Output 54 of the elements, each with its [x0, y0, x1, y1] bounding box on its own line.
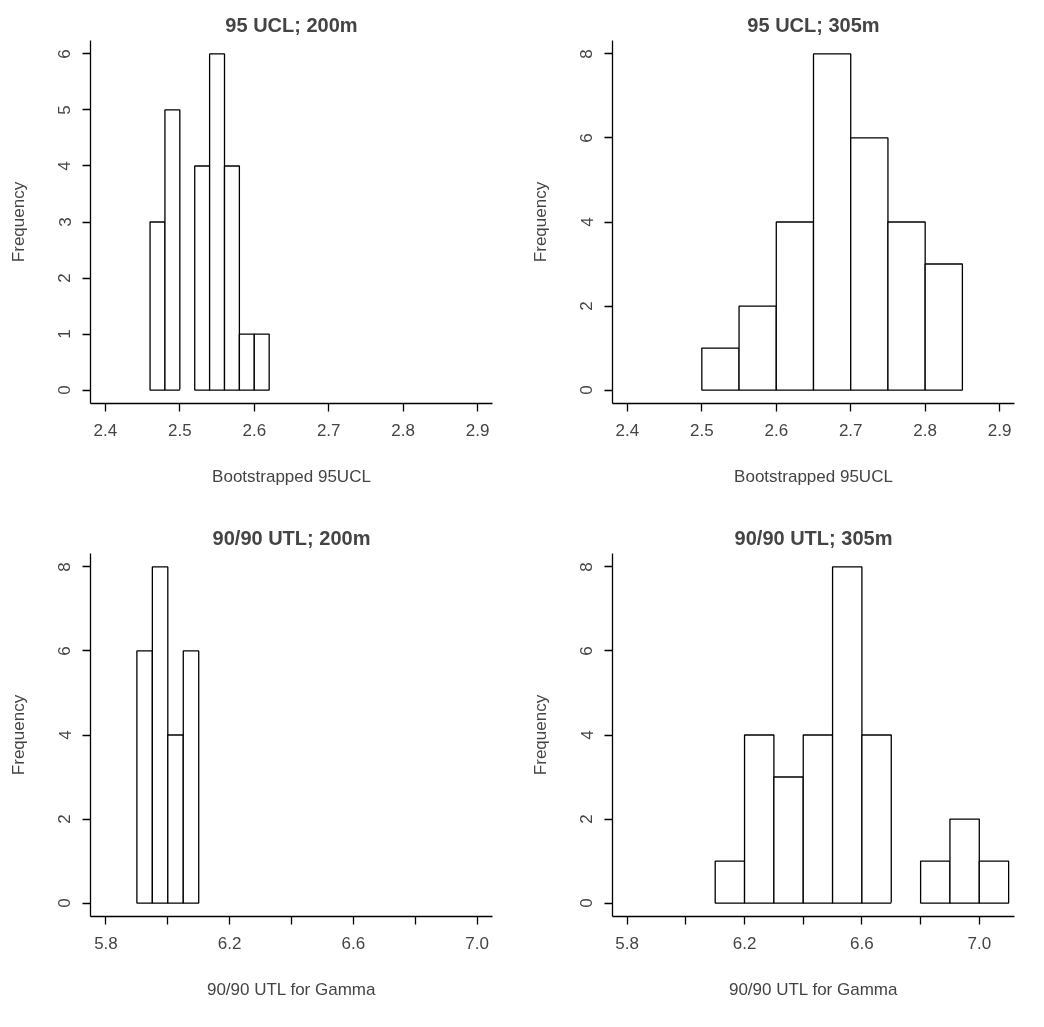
x-tick-label: 5.8: [94, 933, 118, 953]
y-tick-label: 4: [55, 161, 75, 171]
y-tick-label: 0: [55, 898, 75, 908]
y-tick-label: 0: [577, 385, 597, 395]
y-tick-label: 0: [577, 898, 597, 908]
chart-title: 95 UCL; 305m: [747, 13, 880, 36]
x-tick-label: 2.4: [615, 420, 640, 440]
y-axis-title: Frequency: [8, 694, 28, 776]
chart-title: 90/90 UTL; 200m: [212, 526, 371, 549]
x-tick-label: 2.7: [316, 420, 341, 440]
chart-title: 95 UCL; 200m: [225, 13, 358, 36]
x-tick-label: 2.5: [168, 420, 192, 440]
chart-title: 90/90 UTL; 305m: [734, 526, 893, 549]
y-axis-title: Frequency: [8, 181, 28, 263]
y-tick-label: 8: [577, 49, 597, 59]
x-tick-label: 2.4: [93, 420, 118, 440]
y-tick-label: 2: [577, 814, 597, 824]
y-tick-label: 2: [55, 814, 75, 824]
y-tick-label: 4: [577, 730, 597, 740]
x-axis-title: Bootstrapped 95UCL: [734, 466, 893, 486]
x-axis-title: 90/90 UTL for Gamma: [728, 979, 898, 999]
x-tick-label: 5.8: [615, 933, 639, 953]
x-tick-label: 2.9: [465, 420, 490, 440]
y-tick-label: 2: [55, 273, 75, 283]
x-tick-label: 2.8: [913, 420, 937, 440]
x-tick-label: 7.0: [465, 933, 489, 953]
x-axis-title: Bootstrapped 95UCL: [212, 466, 371, 486]
x-tick-label: 2.8: [391, 420, 415, 440]
x-tick-label: 2.9: [987, 420, 1012, 440]
x-axis-title: 90/90 UTL for Gamma: [206, 979, 376, 999]
y-tick-label: 6: [55, 49, 75, 59]
x-tick-label: 2.7: [838, 420, 863, 440]
y-tick-label: 5: [55, 105, 75, 115]
x-tick-label: 2.5: [690, 420, 714, 440]
y-tick-label: 8: [577, 562, 597, 572]
y-tick-label: 6: [577, 646, 597, 656]
y-axis-title: Frequency: [530, 181, 550, 263]
y-tick-label: 4: [55, 730, 75, 740]
y-axis-title: Frequency: [530, 694, 550, 776]
x-tick-label: 6.2: [217, 933, 242, 953]
x-tick-label: 7.0: [967, 933, 992, 953]
y-tick-label: 0: [55, 385, 75, 395]
y-tick-label: 8: [55, 562, 75, 572]
x-tick-label: 2.6: [242, 420, 267, 440]
y-tick-label: 3: [55, 217, 75, 227]
y-tick-label: 6: [577, 133, 597, 143]
x-tick-label: 6.6: [341, 933, 366, 953]
x-tick-label: 6.6: [850, 933, 874, 953]
x-tick-label: 6.2: [732, 933, 757, 953]
x-tick-label: 2.6: [764, 420, 789, 440]
y-tick-label: 2: [577, 301, 597, 311]
y-tick-label: 6: [55, 646, 75, 656]
y-tick-label: 4: [577, 217, 597, 227]
y-tick-label: 1: [55, 329, 75, 339]
